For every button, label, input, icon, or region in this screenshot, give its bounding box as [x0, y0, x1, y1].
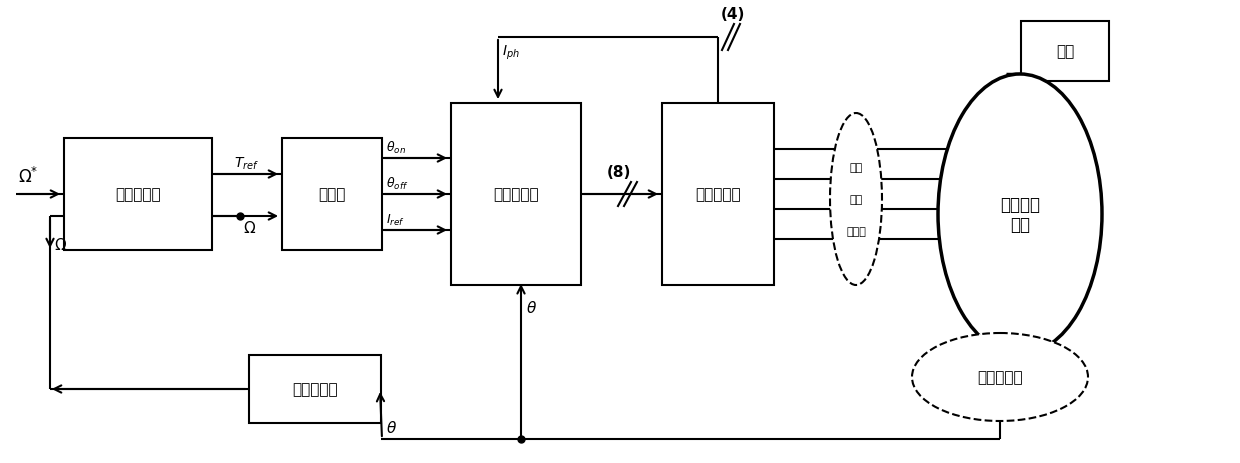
- Text: $\mathit{I}_{ph}$: $\mathit{I}_{ph}$: [502, 44, 520, 62]
- Text: $\mathit{T}_{ref}$: $\mathit{T}_{ref}$: [234, 155, 259, 172]
- Text: 传递: 传递: [849, 194, 863, 205]
- FancyBboxPatch shape: [662, 104, 774, 285]
- FancyBboxPatch shape: [1021, 22, 1109, 82]
- Text: 速度控制器: 速度控制器: [115, 187, 161, 202]
- Ellipse shape: [911, 333, 1087, 421]
- Text: $\theta_{on}$: $\theta_{on}$: [386, 140, 405, 156]
- Text: 电流田: 电流田: [846, 226, 866, 237]
- Text: (8): (8): [606, 165, 631, 180]
- Text: $\theta$: $\theta$: [526, 300, 537, 315]
- Text: $\mathit{\Omega}$: $\mathit{\Omega}$: [55, 237, 67, 252]
- Ellipse shape: [830, 114, 882, 285]
- Text: 负载: 负载: [1056, 44, 1074, 59]
- Text: 功率变换器: 功率变换器: [696, 187, 740, 202]
- Text: 开关磁阻
电机: 开关磁阻 电机: [999, 195, 1040, 234]
- Text: $\mathit{\Omega}^{*}$: $\mathit{\Omega}^{*}$: [19, 167, 38, 187]
- Text: (4): (4): [720, 7, 745, 22]
- Text: $\mathit{\Omega}$: $\mathit{\Omega}$: [243, 219, 257, 236]
- FancyBboxPatch shape: [64, 139, 212, 250]
- Ellipse shape: [937, 75, 1102, 354]
- FancyBboxPatch shape: [281, 139, 382, 250]
- FancyBboxPatch shape: [451, 104, 582, 285]
- Text: 磁链: 磁链: [849, 163, 863, 173]
- FancyBboxPatch shape: [249, 355, 381, 423]
- Text: $\theta$: $\theta$: [386, 419, 397, 435]
- Text: 速度估计器: 速度估计器: [293, 382, 337, 397]
- Text: 电流控制器: 电流控制器: [494, 187, 539, 202]
- Text: 查表法: 查表法: [319, 187, 346, 202]
- Text: $\theta_{off}$: $\theta_{off}$: [386, 175, 408, 192]
- Text: $\mathit{I}_{ref}$: $\mathit{I}_{ref}$: [386, 213, 404, 227]
- Text: 位置传感器: 位置传感器: [977, 369, 1023, 385]
